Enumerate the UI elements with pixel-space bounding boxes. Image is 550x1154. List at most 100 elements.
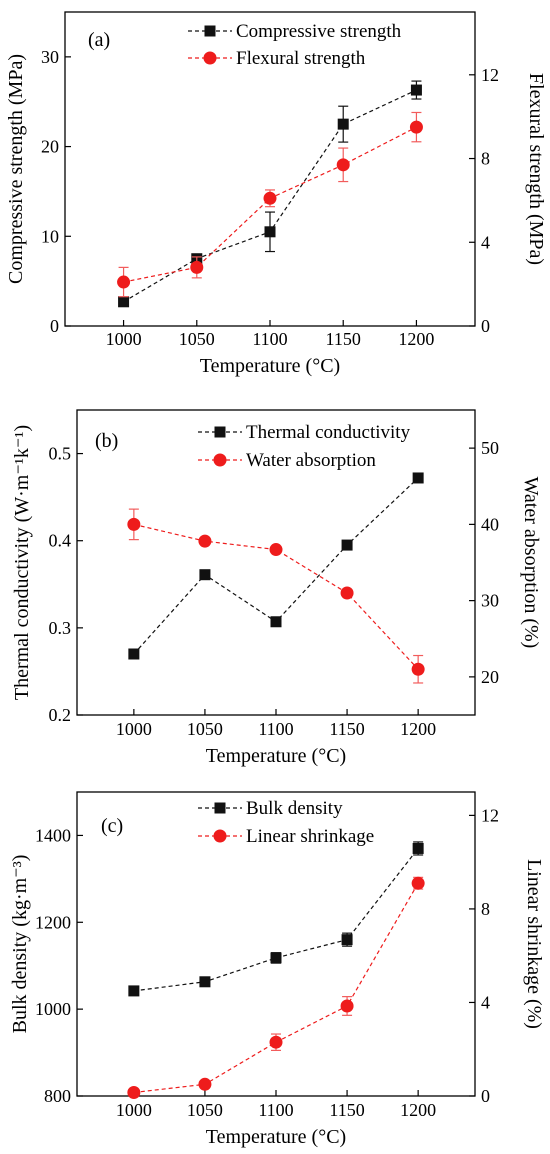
y2-tick-label: 8 [481,149,490,169]
series-line [133,848,419,992]
x-tick-label: 1000 [116,1100,152,1120]
legend-label: Compressive strength [236,21,402,42]
x-tick-label: 1100 [258,1100,293,1120]
y2-tick-label: 40 [481,514,499,534]
x-tick-label: 1100 [258,719,293,739]
series-red [127,876,425,1099]
data-point [199,976,211,988]
panel-label: (a) [88,29,110,51]
y2-tick-label: 12 [481,805,499,825]
legend-marker [213,829,227,843]
y-tick-label: 800 [44,1086,71,1106]
data-point [340,586,354,600]
y-tick-label: 1200 [35,912,71,932]
data-point [411,876,425,890]
series-line [133,882,419,1094]
data-point [118,296,130,308]
data-point [340,999,354,1013]
data-point [199,569,211,581]
legend-marker [203,51,217,65]
x-tick-label: 1100 [252,329,287,349]
y2-tick-label: 4 [481,992,490,1012]
y-tick-label: 1000 [35,999,71,1019]
data-point [117,275,131,289]
y-axis-title: Thermal conductivity (W·m⁻¹k⁻¹) [11,425,33,700]
legend-entry: Water absorption [198,450,376,471]
data-point [190,260,204,274]
legend-entry: Compressive strength [188,21,402,42]
data-point [128,985,140,997]
y-tick-label: 0.4 [49,531,72,551]
data-point [336,158,350,172]
data-point [264,226,276,238]
legend-entry: Bulk density [198,798,343,819]
legend-entry: Thermal conductivity [198,422,411,443]
data-point [127,1085,141,1099]
data-point [269,543,283,557]
legend-label: Water absorption [246,450,376,471]
x-axis-title: Temperature (°C) [206,1126,346,1148]
panel-label: (c) [101,815,123,837]
chart-panel-c: 1000 1050 1100 1150 1200 800 1000 1200 1400 0 4 8 12… [9,791,545,1148]
x-tick-label: 1200 [398,329,434,349]
data-point [341,539,353,551]
series-black [128,841,424,997]
y-tick-label: 0 [50,316,59,336]
y-tick-label: 30 [41,47,59,67]
chart-panel-a: 1000 1050 1100 1150 1200 0 10 20 30 0 4 8 12 Temperat… [5,11,547,377]
y2-axis-title: Water absorption (%) [520,477,542,649]
x-tick-label: 1200 [400,719,436,739]
series-black [128,472,424,660]
y-tick-label: 1400 [35,825,71,845]
x-tick-label: 1000 [106,329,142,349]
legend-marker [204,25,216,37]
data-point [409,120,423,134]
data-point [198,534,212,548]
data-point [412,842,424,854]
legend-label: Bulk density [246,798,343,819]
data-point [412,472,424,484]
legend-marker [214,426,226,438]
data-point [270,616,282,628]
y-tick-label: 20 [41,137,59,157]
y2-tick-label: 50 [481,438,499,458]
y2-tick-label: 30 [481,591,499,611]
y2-axis-title: Linear shrinkage (%) [523,859,545,1029]
data-point [127,517,141,531]
legend-marker [214,802,226,814]
y2-tick-label: 0 [481,1086,490,1106]
y-axis-title: Compressive strength (MPa) [5,54,27,284]
x-axis-title: Temperature (°C) [206,745,346,767]
data-point [270,952,282,964]
x-tick-label: 1050 [187,719,223,739]
series-red [117,111,423,298]
legend-entry: Flexural strength [188,48,366,69]
x-tick-label: 1000 [116,719,152,739]
legend-label: Thermal conductivity [246,422,411,443]
y2-tick-label: 8 [481,899,490,919]
y2-axis-title: Flexural strength (MPa) [525,73,547,265]
panel-label: (b) [95,430,118,452]
x-tick-label: 1150 [326,329,361,349]
data-point [341,934,353,946]
legend-marker [213,453,227,467]
data-point [337,118,349,130]
y-tick-label: 0.2 [49,705,72,725]
y-tick-label: 10 [41,226,59,246]
x-tick-label: 1200 [400,1100,436,1120]
data-point [198,1077,212,1091]
series-red [127,508,425,684]
y2-tick-label: 0 [481,316,490,336]
y2-tick-label: 20 [481,667,499,687]
data-point [128,648,140,660]
data-point [410,84,422,96]
y2-tick-label: 4 [481,232,490,252]
series-line [133,477,419,655]
x-axis-title: Temperature (°C) [200,355,340,377]
y-tick-label: 0.5 [49,444,72,464]
legend-entry: Linear shrinkage [198,826,374,847]
chart-panel-b: 1000 1050 1100 1150 1200 0.2 0.3 0.4 0.5 20 30 40 50… [11,409,542,767]
x-tick-label: 1050 [179,329,215,349]
data-point [263,191,277,205]
